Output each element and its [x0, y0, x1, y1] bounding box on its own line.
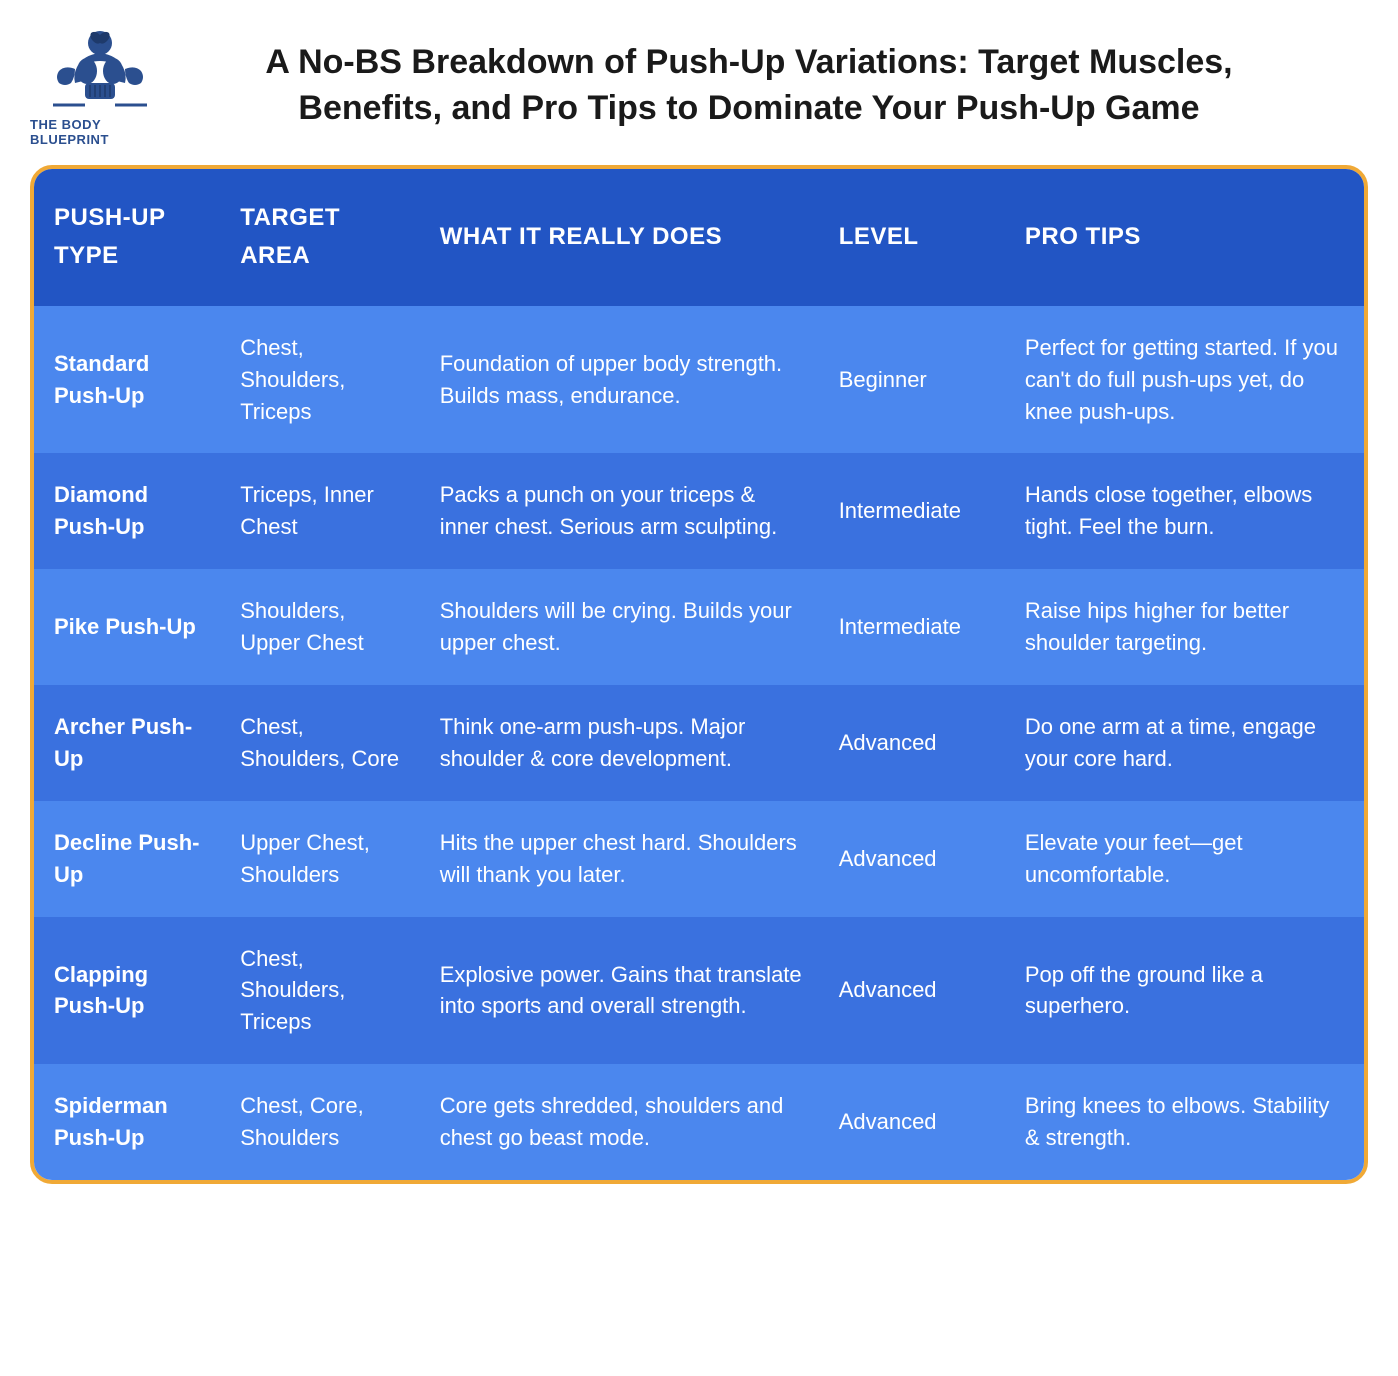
col-header-level: LEVEL — [819, 169, 1005, 306]
cell-does: Think one-arm push-ups. Major shoulder &… — [420, 685, 819, 801]
body-blueprint-icon — [45, 25, 155, 115]
table-row: Clapping Push-UpChest, Shoulders, Tricep… — [34, 917, 1364, 1065]
cell-target: Shoulders, Upper Chest — [220, 569, 420, 685]
cell-level: Advanced — [819, 917, 1005, 1065]
cell-type: Diamond Push-Up — [34, 453, 220, 569]
cell-target: Chest, Shoulders, Core — [220, 685, 420, 801]
table-row: Archer Push-UpChest, Shoulders, CoreThin… — [34, 685, 1364, 801]
cell-level: Advanced — [819, 685, 1005, 801]
table-row: Diamond Push-UpTriceps, Inner ChestPacks… — [34, 453, 1364, 569]
cell-target: Chest, Shoulders, Triceps — [220, 917, 420, 1065]
table-row: Spiderman Push-UpChest, Core, ShouldersC… — [34, 1064, 1364, 1180]
col-header-tips: PRO TIPS — [1005, 169, 1364, 306]
cell-type: Standard Push-Up — [34, 306, 220, 454]
cell-level: Advanced — [819, 801, 1005, 917]
cell-does: Explosive power. Gains that translate in… — [420, 917, 819, 1065]
cell-level: Intermediate — [819, 569, 1005, 685]
cell-does: Foundation of upper body strength. Build… — [420, 306, 819, 454]
cell-level: Beginner — [819, 306, 1005, 454]
cell-does: Shoulders will be crying. Builds your up… — [420, 569, 819, 685]
table-body: Standard Push-UpChest, Shoulders, Tricep… — [34, 306, 1364, 1180]
cell-type: Decline Push-Up — [34, 801, 220, 917]
cell-level: Intermediate — [819, 453, 1005, 569]
cell-does: Packs a punch on your triceps & inner ch… — [420, 453, 819, 569]
table-row: Standard Push-UpChest, Shoulders, Tricep… — [34, 306, 1364, 454]
cell-type: Clapping Push-Up — [34, 917, 220, 1065]
cell-tips: Bring knees to elbows. Stability & stren… — [1005, 1064, 1364, 1180]
brand-name: THE BODY BLUEPRINT — [30, 117, 170, 147]
table-row: Pike Push-UpShoulders, Upper ChestShould… — [34, 569, 1364, 685]
cell-target: Upper Chest, Shoulders — [220, 801, 420, 917]
cell-type: Spiderman Push-Up — [34, 1064, 220, 1180]
cell-target: Chest, Core, Shoulders — [220, 1064, 420, 1180]
cell-target: Triceps, Inner Chest — [220, 453, 420, 569]
col-header-target: TARGET AREA — [220, 169, 420, 306]
pushup-table-container: PUSH-UP TYPE TARGET AREA WHAT IT REALLY … — [30, 165, 1368, 1184]
cell-level: Advanced — [819, 1064, 1005, 1180]
cell-tips: Perfect for getting started. If you can'… — [1005, 306, 1364, 454]
cell-does: Core gets shredded, shoulders and chest … — [420, 1064, 819, 1180]
cell-tips: Do one arm at a time, engage your core h… — [1005, 685, 1364, 801]
table-row: Decline Push-UpUpper Chest, ShouldersHit… — [34, 801, 1364, 917]
cell-does: Hits the upper chest hard. Shoulders wil… — [420, 801, 819, 917]
cell-type: Archer Push-Up — [34, 685, 220, 801]
cell-tips: Elevate your feet—get uncomfortable. — [1005, 801, 1364, 917]
brand-logo: THE BODY BLUEPRINT — [30, 25, 170, 147]
pushup-table: PUSH-UP TYPE TARGET AREA WHAT IT REALLY … — [34, 169, 1364, 1180]
page-header: THE BODY BLUEPRINT A No-BS Breakdown of … — [30, 25, 1368, 147]
cell-target: Chest, Shoulders, Triceps — [220, 306, 420, 454]
cell-tips: Pop off the ground like a superhero. — [1005, 917, 1364, 1065]
cell-tips: Hands close together, elbows tight. Feel… — [1005, 453, 1364, 569]
cell-tips: Raise hips higher for better shoulder ta… — [1005, 569, 1364, 685]
page-title: A No-BS Breakdown of Push-Up Variations:… — [190, 40, 1368, 132]
cell-type: Pike Push-Up — [34, 569, 220, 685]
col-header-type: PUSH-UP TYPE — [34, 169, 220, 306]
col-header-does: WHAT IT REALLY DOES — [420, 169, 819, 306]
table-header: PUSH-UP TYPE TARGET AREA WHAT IT REALLY … — [34, 169, 1364, 306]
